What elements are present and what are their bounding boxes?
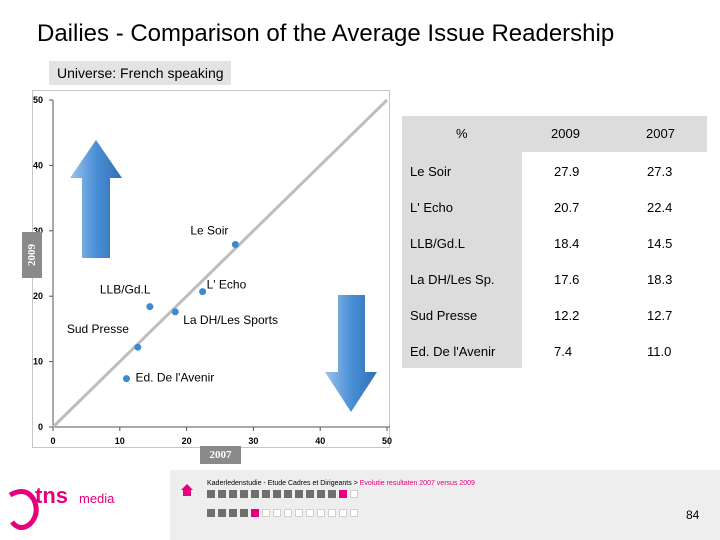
arrow-up	[70, 140, 122, 258]
progress-square	[328, 490, 336, 498]
progress-square	[339, 509, 347, 517]
progress-square	[218, 490, 226, 498]
progress-square	[262, 509, 270, 517]
footer-bar	[170, 470, 720, 540]
progress-square	[273, 490, 281, 498]
progress-square	[251, 509, 259, 517]
progress-square	[339, 490, 347, 498]
x-axis-label: 2007	[200, 446, 241, 464]
progress-square	[207, 509, 215, 517]
progress-squares-top	[207, 490, 358, 498]
y-tick-label: 0	[38, 422, 43, 432]
row-2007-value: 18.3	[647, 272, 673, 287]
source-text: Kaderledenstudie - Etude Cadres et Dirig…	[207, 480, 352, 487]
progress-square	[317, 509, 325, 517]
data-point	[231, 241, 239, 249]
data-point	[199, 288, 207, 296]
data-point	[134, 343, 142, 351]
y-tick-label: 40	[33, 160, 43, 170]
row-name: La DH/Les Sp.	[410, 272, 495, 287]
source-line: Kaderledenstudie - Etude Cadres et Dirig…	[207, 480, 475, 487]
data-point-label: Sud Presse	[67, 322, 129, 336]
row-2007-value: 12.7	[647, 308, 673, 323]
x-tick-label: 50	[382, 436, 392, 446]
row-2009-value: 20.7	[554, 200, 580, 215]
row-2009-value: 27.9	[554, 164, 580, 179]
x-tick-label: 10	[115, 436, 125, 446]
data-point-label: Ed. De l'Avenir	[135, 371, 214, 385]
arrow-down	[325, 295, 377, 412]
row-2007-value: 27.3	[647, 164, 673, 179]
progress-square	[251, 490, 259, 498]
header-2009: 2009	[551, 126, 580, 141]
readership-table: % 2009 2007 Le Soir 27.9 27.3 L' Echo 20.7 22…	[402, 116, 707, 368]
progress-square	[229, 490, 237, 498]
progress-square	[350, 509, 358, 517]
x-tick-label: 20	[182, 436, 192, 446]
y-tick-label: 10	[33, 357, 43, 367]
row-2007-value: 14.5	[647, 236, 673, 251]
header-percent: %	[456, 126, 468, 141]
y-axis-label: 2009	[22, 232, 42, 278]
table-header	[402, 116, 707, 152]
progress-square	[273, 509, 281, 517]
row-2009-value: 7.4	[554, 344, 573, 359]
data-point	[171, 308, 179, 316]
data-point-label: L' Echo	[207, 278, 247, 292]
y-tick-label: 30	[33, 226, 43, 236]
row-2009-value: 17.6	[554, 272, 580, 287]
row-2009-value: 12.2	[554, 308, 580, 323]
page-number: 84	[686, 508, 700, 522]
x-tick-label: 40	[315, 436, 325, 446]
row-2009-value: 18.4	[554, 236, 580, 251]
data-point-label: Le Soir	[190, 224, 228, 238]
progress-square	[350, 490, 358, 498]
progress-square	[306, 509, 314, 517]
row-name: Le Soir	[410, 164, 452, 179]
x-tick-label: 30	[248, 436, 258, 446]
data-point-label: LLB/Gd.L	[100, 283, 151, 297]
svg-text:tns: tns	[35, 483, 68, 508]
progress-square	[295, 509, 303, 517]
progress-squares-bottom	[207, 509, 358, 517]
row-name: L' Echo	[410, 200, 453, 215]
progress-square	[317, 490, 325, 498]
data-point	[122, 375, 130, 383]
progress-square	[240, 490, 248, 498]
header-2007: 2007	[646, 126, 675, 141]
x-tick-label: 0	[50, 436, 55, 446]
table-name-column	[402, 152, 522, 368]
data-point	[146, 303, 154, 311]
progress-square	[306, 490, 314, 498]
row-2007-value: 22.4	[647, 200, 673, 215]
source-separator: >	[351, 480, 360, 487]
row-name: Ed. De l'Avenir	[410, 344, 496, 359]
progress-square	[262, 490, 270, 498]
row-2007-value: 11.0	[647, 344, 672, 359]
progress-square	[229, 509, 237, 517]
diagonal-reference-line	[51, 98, 389, 429]
progress-square	[207, 490, 215, 498]
y-tick-label: 20	[33, 291, 43, 301]
progress-square	[328, 509, 336, 517]
progress-square	[218, 509, 226, 517]
progress-square	[240, 509, 248, 517]
home-icon[interactable]	[180, 483, 194, 497]
progress-square	[284, 509, 292, 517]
source-highlight: Evolutie resultaten 2007 versus 2009	[359, 480, 475, 487]
row-name: Sud Presse	[410, 308, 478, 323]
progress-square	[284, 490, 292, 498]
tns-media-logo: tns media	[8, 483, 115, 530]
row-name: LLB/Gd.L	[410, 236, 465, 251]
svg-text:media: media	[79, 491, 115, 506]
y-tick-label: 50	[33, 95, 43, 105]
page-title: Dailies - Comparison of the Average Issu…	[37, 20, 615, 47]
table-data-column	[522, 152, 707, 368]
universe-label: Universe: French speaking	[49, 61, 231, 85]
progress-square	[295, 490, 303, 498]
data-point-label: La DH/Les Sports	[183, 313, 278, 327]
